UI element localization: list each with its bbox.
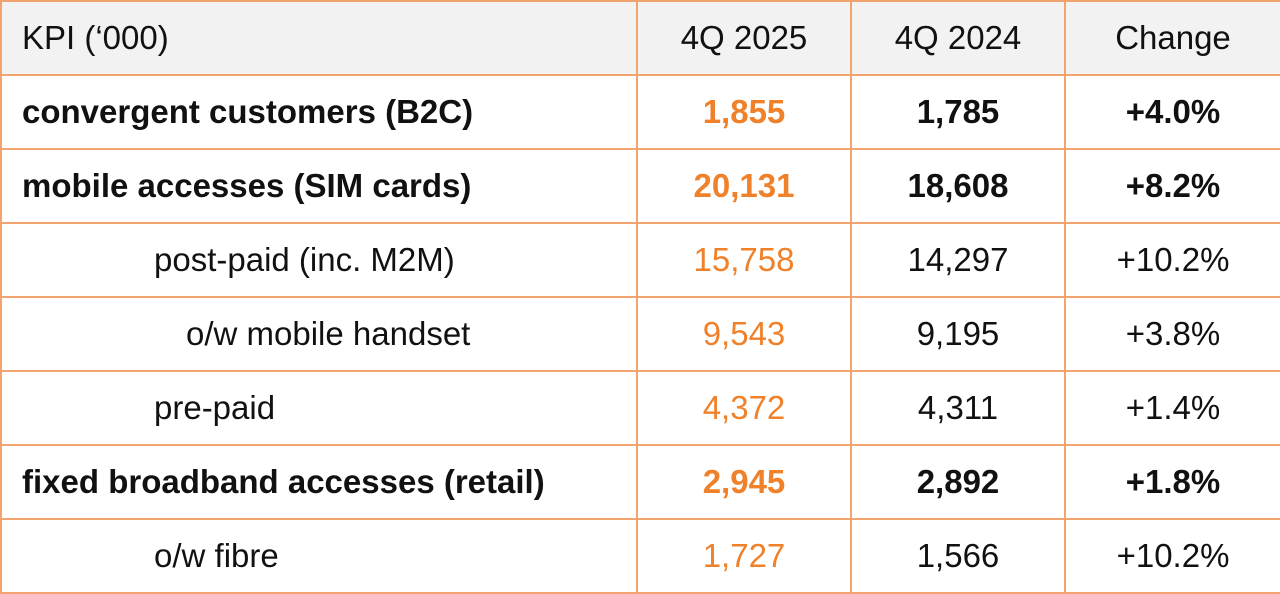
value-4q-2025: 1,855	[636, 74, 852, 150]
value-change: +1.8%	[1064, 444, 1280, 520]
value-4q-2024: 1,785	[850, 74, 1066, 150]
header-change: Change	[1064, 0, 1280, 76]
value-4q-2025: 1,727	[636, 518, 852, 594]
value-change: +4.0%	[1064, 74, 1280, 150]
header-4q-2024: 4Q 2024	[850, 0, 1066, 76]
value-4q-2024: 2,892	[850, 444, 1066, 520]
value-4q-2024: 4,311	[850, 370, 1066, 446]
header-row: KPI (‘000) 4Q 2025 4Q 2024 Change	[0, 0, 1280, 76]
value-change: +1.4%	[1064, 370, 1280, 446]
row-label: o/w fibre	[0, 518, 638, 594]
table-row: fixed broadband accesses (retail) 2,945 …	[0, 444, 1280, 520]
value-4q-2025: 9,543	[636, 296, 852, 372]
row-label: o/w mobile handset	[0, 296, 638, 372]
value-change: +10.2%	[1064, 222, 1280, 298]
value-change: +8.2%	[1064, 148, 1280, 224]
header-4q-2025: 4Q 2025	[636, 0, 852, 76]
row-label: convergent customers (B2C)	[0, 74, 638, 150]
row-label: fixed broadband accesses (retail)	[0, 444, 638, 520]
value-4q-2024: 18,608	[850, 148, 1066, 224]
value-4q-2025: 4,372	[636, 370, 852, 446]
table-row: pre-paid 4,372 4,311 +1.4%	[0, 370, 1280, 446]
value-4q-2024: 1,566	[850, 518, 1066, 594]
row-label: mobile accesses (SIM cards)	[0, 148, 638, 224]
row-label: pre-paid	[0, 370, 638, 446]
table-row: o/w mobile handset 9,543 9,195 +3.8%	[0, 296, 1280, 372]
value-4q-2025: 15,758	[636, 222, 852, 298]
row-label: post-paid (inc. M2M)	[0, 222, 638, 298]
value-4q-2025: 20,131	[636, 148, 852, 224]
table-row: convergent customers (B2C) 1,855 1,785 +…	[0, 74, 1280, 150]
value-4q-2025: 2,945	[636, 444, 852, 520]
value-4q-2024: 14,297	[850, 222, 1066, 298]
header-kpi: KPI (‘000)	[0, 0, 638, 76]
value-4q-2024: 9,195	[850, 296, 1066, 372]
value-change: +3.8%	[1064, 296, 1280, 372]
table-row: mobile accesses (SIM cards) 20,131 18,60…	[0, 148, 1280, 224]
table-row: post-paid (inc. M2M) 15,758 14,297 +10.2…	[0, 222, 1280, 298]
